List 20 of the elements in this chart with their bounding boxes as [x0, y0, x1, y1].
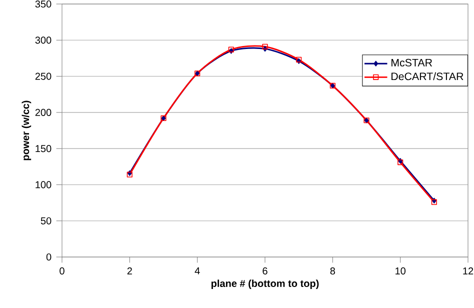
y-tick-label: 350	[35, 0, 52, 8]
y-axis-title: power (w/cc)	[22, 100, 32, 160]
y-tick-label: 300	[35, 36, 52, 44]
x-tick-label: 12	[463, 267, 474, 274]
y-tick-label: 250	[35, 72, 52, 80]
y-tick-label: 150	[36, 145, 52, 152]
x-tick-label: 0	[60, 267, 64, 274]
x-axis-title: plane # (bottom to top)	[212, 280, 319, 289]
x-tick-label: 6	[262, 267, 268, 274]
y-tick-label: 200	[35, 108, 52, 116]
x-tick-label: 4	[194, 267, 200, 274]
y-tick-label: 50	[40, 217, 52, 224]
y-tick-label: 100	[36, 181, 52, 188]
x-tick-label: 8	[330, 267, 336, 274]
y-tick-label: 0	[46, 253, 52, 261]
x-tick-label: 2	[127, 267, 132, 274]
legend-label: DeCART/STAR	[392, 72, 464, 80]
point	[262, 44, 268, 50]
legend-label: McSTAR	[392, 58, 432, 66]
x-tick-label: 10	[396, 267, 406, 274]
